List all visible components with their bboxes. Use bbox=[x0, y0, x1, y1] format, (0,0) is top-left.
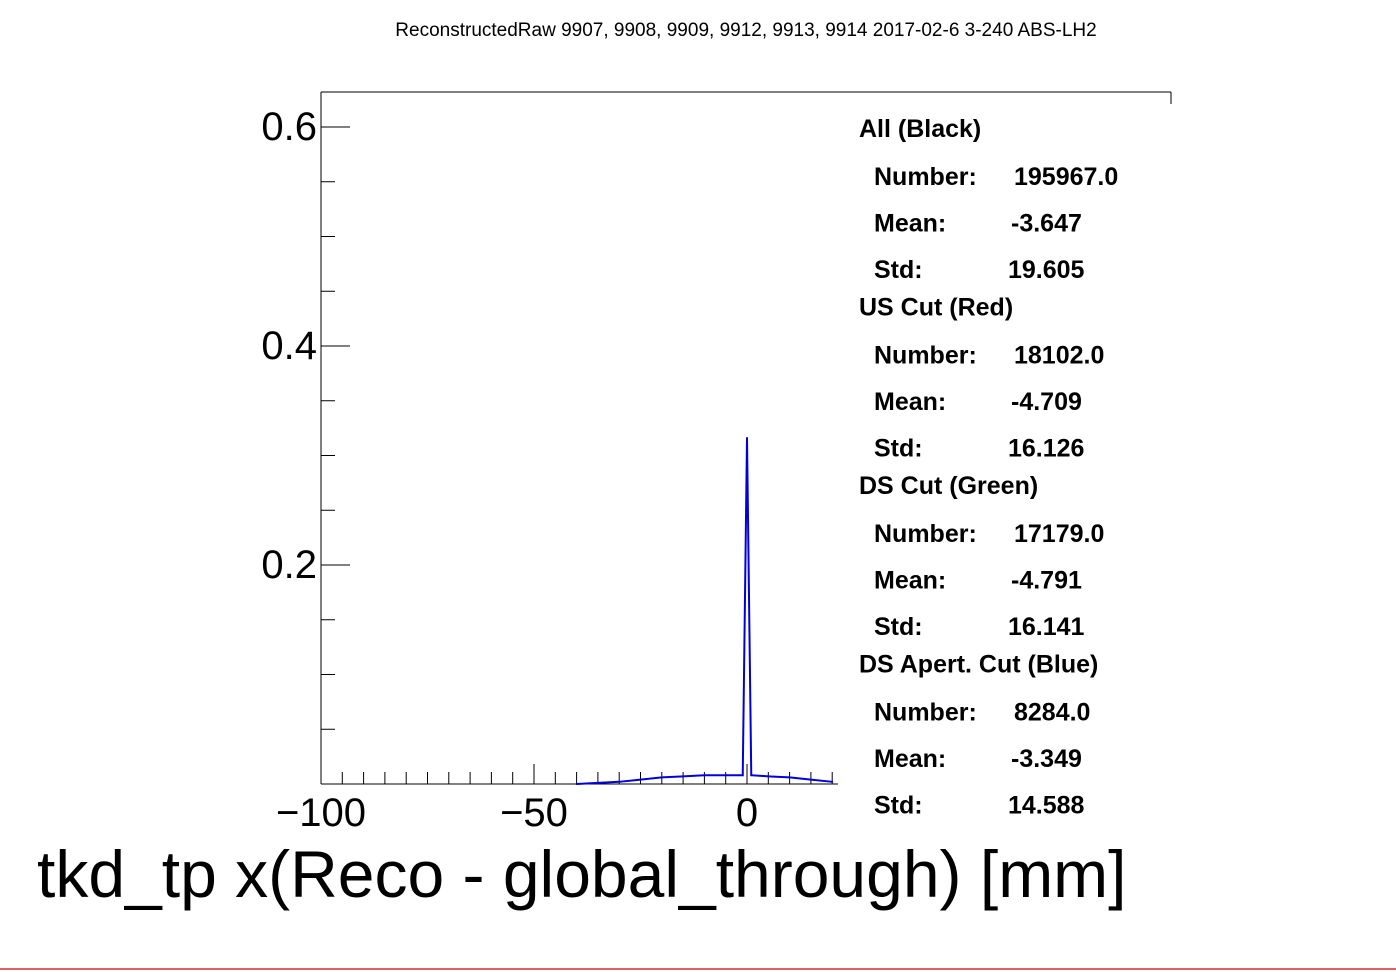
stats-row-label: Number: bbox=[874, 342, 977, 370]
stats-row-value: 16.141 bbox=[1008, 613, 1085, 641]
stats-row-label: Mean: bbox=[874, 210, 946, 238]
stats-box: All (Black) Number: 195967.0 Mean: -3.647 Std… bbox=[859, 115, 1118, 820]
x-tick-label: −50 bbox=[500, 791, 568, 835]
stats-row-value: 17179.0 bbox=[1014, 520, 1104, 548]
data-point bbox=[618, 780, 621, 783]
stats-row-label: Number: bbox=[874, 699, 977, 727]
stats-row-label: Std: bbox=[874, 613, 923, 641]
y-axis-ticks: 0.2 0.4 0.6 bbox=[261, 105, 350, 730]
window-bottom-border bbox=[0, 968, 1396, 970]
series-layer bbox=[575, 436, 834, 785]
y-tick-label: 0.6 bbox=[261, 105, 317, 149]
y-tick-label: 0.4 bbox=[261, 324, 317, 368]
data-point bbox=[741, 774, 744, 777]
stats-row-value: 19.605 bbox=[1008, 256, 1085, 284]
stats-row-value: 195967.0 bbox=[1014, 163, 1118, 191]
stats-row-label: Std: bbox=[874, 256, 923, 284]
stats-row-label: Number: bbox=[874, 520, 977, 548]
stats-row-label: Mean: bbox=[874, 567, 946, 595]
data-point bbox=[767, 775, 770, 778]
stats-header: All (Black) bbox=[859, 115, 981, 143]
stats-row-label: Mean: bbox=[874, 745, 946, 773]
data-point bbox=[831, 780, 834, 783]
stats-row-label: Std: bbox=[874, 792, 923, 820]
stats-row-value: 16.126 bbox=[1008, 435, 1084, 463]
data-point bbox=[703, 774, 706, 777]
data-point bbox=[682, 775, 685, 778]
stats-row-label: Std: bbox=[874, 435, 923, 463]
data-point bbox=[809, 778, 812, 781]
stats-row-value: -4.709 bbox=[1011, 388, 1082, 416]
stats-row-label: Number: bbox=[874, 163, 977, 191]
data-point bbox=[724, 774, 727, 777]
data-point bbox=[575, 783, 578, 785]
stats-header: DS Cut (Green) bbox=[859, 472, 1038, 500]
series-line bbox=[576, 437, 833, 785]
stats-row-value: 8284.0 bbox=[1014, 699, 1090, 727]
stats-row-value: 18102.0 bbox=[1014, 342, 1104, 370]
data-point bbox=[596, 781, 599, 784]
stats-row-value: -3.349 bbox=[1011, 745, 1082, 773]
data-point bbox=[750, 774, 753, 777]
x-tick-label: −100 bbox=[276, 791, 366, 835]
data-point bbox=[746, 436, 748, 439]
x-tick-label: 0 bbox=[736, 791, 758, 835]
data-point bbox=[788, 776, 791, 779]
chart-title: ReconstructedRaw 9907, 9908, 9909, 9912,… bbox=[395, 20, 1097, 41]
stats-row-value: -3.647 bbox=[1011, 210, 1082, 238]
stats-header: US Cut (Red) bbox=[859, 294, 1013, 322]
stats-header: DS Apert. Cut (Blue) bbox=[859, 651, 1098, 679]
x-axis-ticks: −100 −50 0 bbox=[276, 764, 833, 835]
stats-row-value: 14.588 bbox=[1008, 792, 1085, 820]
x-axis-label: tkd_tp x(Reco - global_through) [mm] bbox=[37, 837, 1126, 911]
stats-row-label: Mean: bbox=[874, 388, 946, 416]
data-point bbox=[660, 776, 663, 779]
stats-row-value: -4.791 bbox=[1011, 567, 1082, 595]
y-tick-label: 0.2 bbox=[261, 543, 317, 587]
data-point bbox=[639, 778, 642, 781]
